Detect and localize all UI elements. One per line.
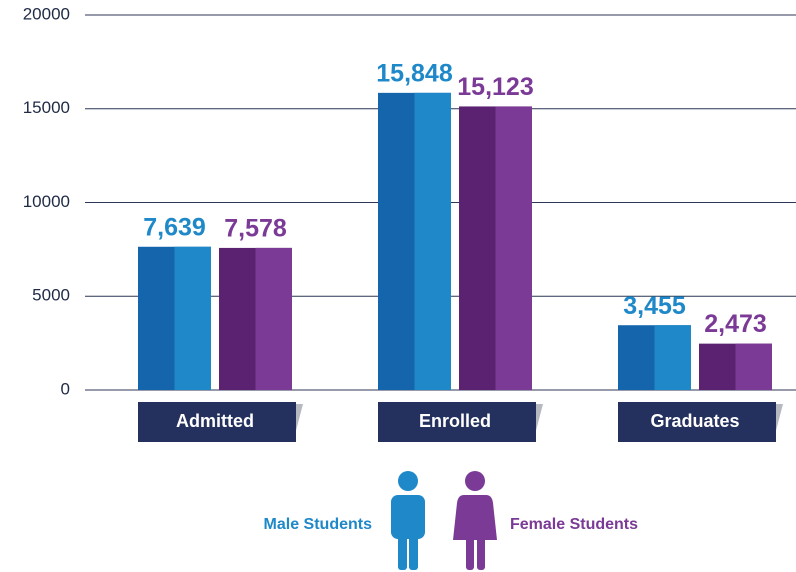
- y-tick-label: 20000: [23, 4, 70, 23]
- value-label: 7,578: [224, 215, 287, 243]
- value-label: 15,848: [376, 59, 453, 87]
- bar-highlight: [255, 247, 292, 390]
- category-box: [138, 402, 296, 442]
- marks: Admitted 7,639 7,578 Enrolled 15,848 15,123 Gr…: [138, 59, 783, 442]
- x-tick-label: Enrolled: [419, 411, 491, 431]
- x-tick-label: Graduates: [650, 411, 739, 431]
- y-tick-label: 5000: [32, 286, 70, 305]
- female-icon: [453, 471, 497, 570]
- y-tick-label: 0: [61, 379, 70, 398]
- bar-highlight: [735, 343, 772, 390]
- x-tick-label: Admitted: [176, 411, 254, 431]
- legend-label: Male Students: [264, 516, 373, 533]
- category-box: [378, 402, 536, 442]
- male-icon: [391, 471, 425, 570]
- bar-highlight: [414, 92, 451, 390]
- value-label: 3,455: [623, 292, 686, 320]
- bar-highlight: [495, 106, 532, 390]
- y-tick-label: 10000: [23, 192, 70, 211]
- y-tick-label: 15000: [23, 98, 70, 117]
- bar-highlight: [654, 325, 691, 390]
- value-label: 7,639: [143, 213, 206, 241]
- bar-highlight: [174, 246, 211, 390]
- legend-label: Female Students: [510, 516, 638, 533]
- category-box: [618, 402, 776, 442]
- value-label: 15,123: [457, 73, 533, 101]
- value-label: 2,473: [704, 310, 767, 338]
